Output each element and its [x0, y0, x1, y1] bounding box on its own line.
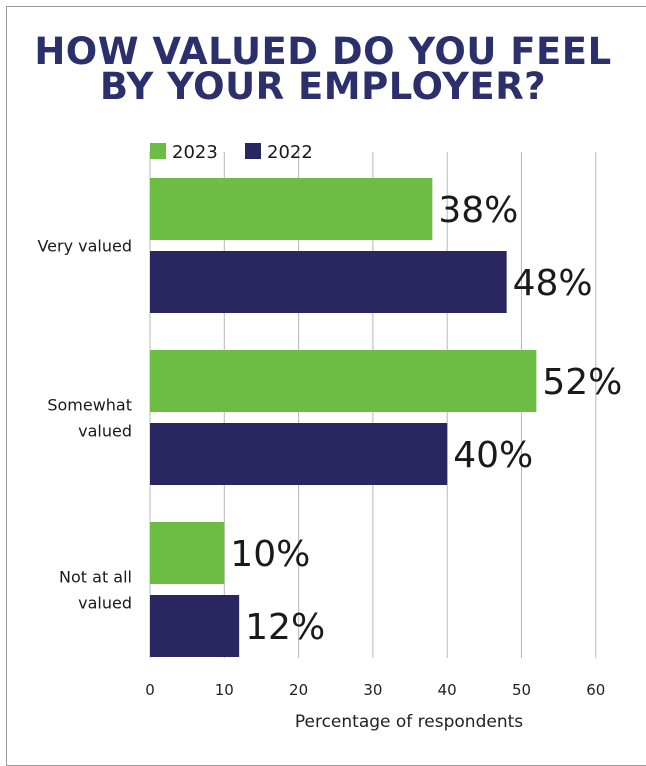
x-tick-label: 50 — [512, 681, 531, 699]
bar-2022-1 — [150, 423, 448, 485]
category-label-line: Very valued — [37, 237, 132, 256]
x-tick-label: 60 — [586, 681, 605, 699]
legend-swatch-2023 — [150, 143, 166, 159]
chart-title-line-2: BY YOUR EMPLOYER? — [99, 65, 547, 108]
data-label: 38% — [438, 190, 518, 231]
bar-2023-0 — [150, 178, 433, 240]
bar-2023-1 — [150, 350, 537, 412]
bar-2023-2 — [150, 522, 225, 584]
legend-label-2022: 2022 — [267, 142, 313, 163]
legend-swatch-2022 — [245, 143, 261, 159]
x-tick-label: 30 — [363, 681, 382, 699]
x-axis-label: Percentage of respondents — [295, 712, 523, 732]
x-tick-label: 0 — [145, 681, 155, 699]
category-label-line: Not at all — [59, 568, 132, 587]
category-label-line: Somewhat — [47, 396, 132, 415]
category-label: Not at all valued — [59, 568, 132, 613]
data-label: 48% — [513, 263, 593, 304]
data-label: 10% — [230, 534, 310, 575]
legend-label-2023: 2023 — [172, 142, 218, 163]
legend: 2023 2022 — [150, 142, 313, 163]
category-label-line: valued — [78, 422, 132, 441]
chart-title-line-1: HOW VALUED DO YOU FEEL — [34, 30, 612, 73]
data-label: 12% — [245, 607, 325, 648]
bar-2022-0 — [150, 251, 507, 313]
bars-layer — [150, 178, 537, 657]
labels-layer: 0 10 20 30 40 50 60 38% 52% 10% 48% 40% 12% Very valu… — [37, 190, 622, 699]
chart-title: HOW VALUED DO YOU FEEL BY YOUR EMPLOYER? — [0, 30, 646, 108]
data-label: 40% — [453, 435, 533, 476]
x-tick-label: 10 — [215, 681, 234, 699]
category-label-line: valued — [78, 594, 132, 613]
category-label: Somewhat valued — [47, 396, 132, 441]
data-label: 52% — [542, 362, 622, 403]
x-tick-label: 40 — [438, 681, 457, 699]
category-label: Very valued — [37, 237, 132, 256]
x-tick-label: 20 — [289, 681, 308, 699]
bar-2022-2 — [150, 595, 240, 657]
